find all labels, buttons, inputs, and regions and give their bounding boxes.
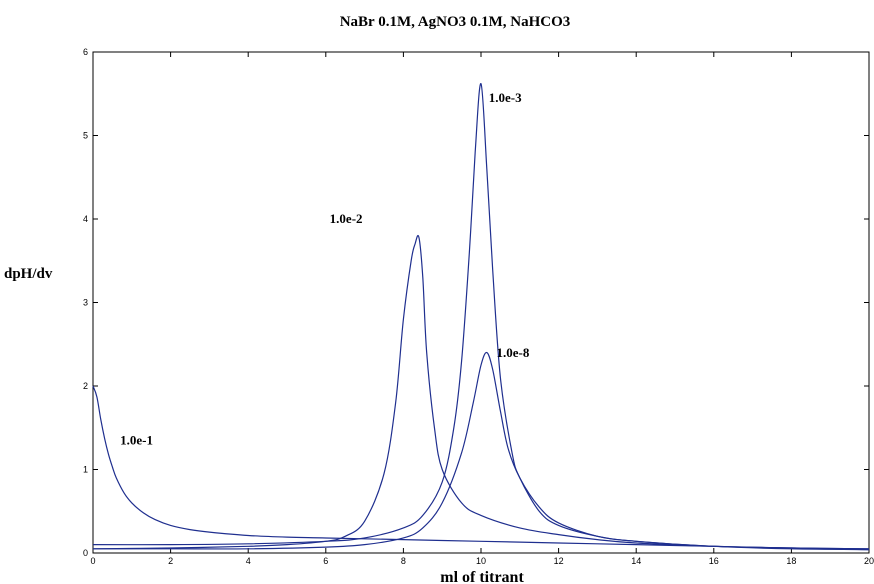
series-annotation: 1.0e-8 [497, 345, 530, 360]
series-group [92, 83, 870, 551]
x-tick-label: 6 [323, 556, 328, 566]
y-tick-label: 5 [83, 131, 88, 141]
series-annotation: 1.0e-2 [330, 211, 363, 226]
series-annotations: 1.0e-1 1.0e-2 1.0e-3 1.0e-8 [120, 90, 530, 447]
x-tick-label: 2 [168, 556, 173, 566]
series-annotation: 1.0e-1 [120, 432, 153, 447]
y-tick-label: 0 [83, 548, 88, 558]
x-tick-label: 16 [709, 556, 719, 566]
x-tick-label: 8 [401, 556, 406, 566]
chart-title: NaBr 0.1M, AgNO3 0.1M, NaHCO3 [340, 14, 571, 30]
series-line-4 [93, 351, 870, 551]
x-tick-label: 14 [631, 556, 641, 566]
series-line-1 [92, 385, 870, 550]
x-tick-label: 18 [786, 556, 796, 566]
y-tick-label: 6 [83, 47, 88, 57]
y-tick-label: 2 [83, 381, 88, 391]
x-tick-label: 20 [864, 556, 874, 566]
plot-area [92, 51, 870, 554]
y-tick-label: 4 [83, 214, 88, 224]
x-tick-label: 12 [554, 556, 564, 566]
y-tick-label: 3 [83, 298, 88, 308]
y-tick-label: 1 [83, 465, 88, 475]
y-axis-label: dpH/dv [4, 266, 53, 282]
x-axis-label: ml of titrant [440, 569, 524, 584]
series-annotation: 1.0e-3 [489, 90, 522, 105]
x-tick-label: 0 [90, 556, 95, 566]
x-tick-label: 4 [246, 556, 251, 566]
x-tick-label: 10 [476, 556, 486, 566]
